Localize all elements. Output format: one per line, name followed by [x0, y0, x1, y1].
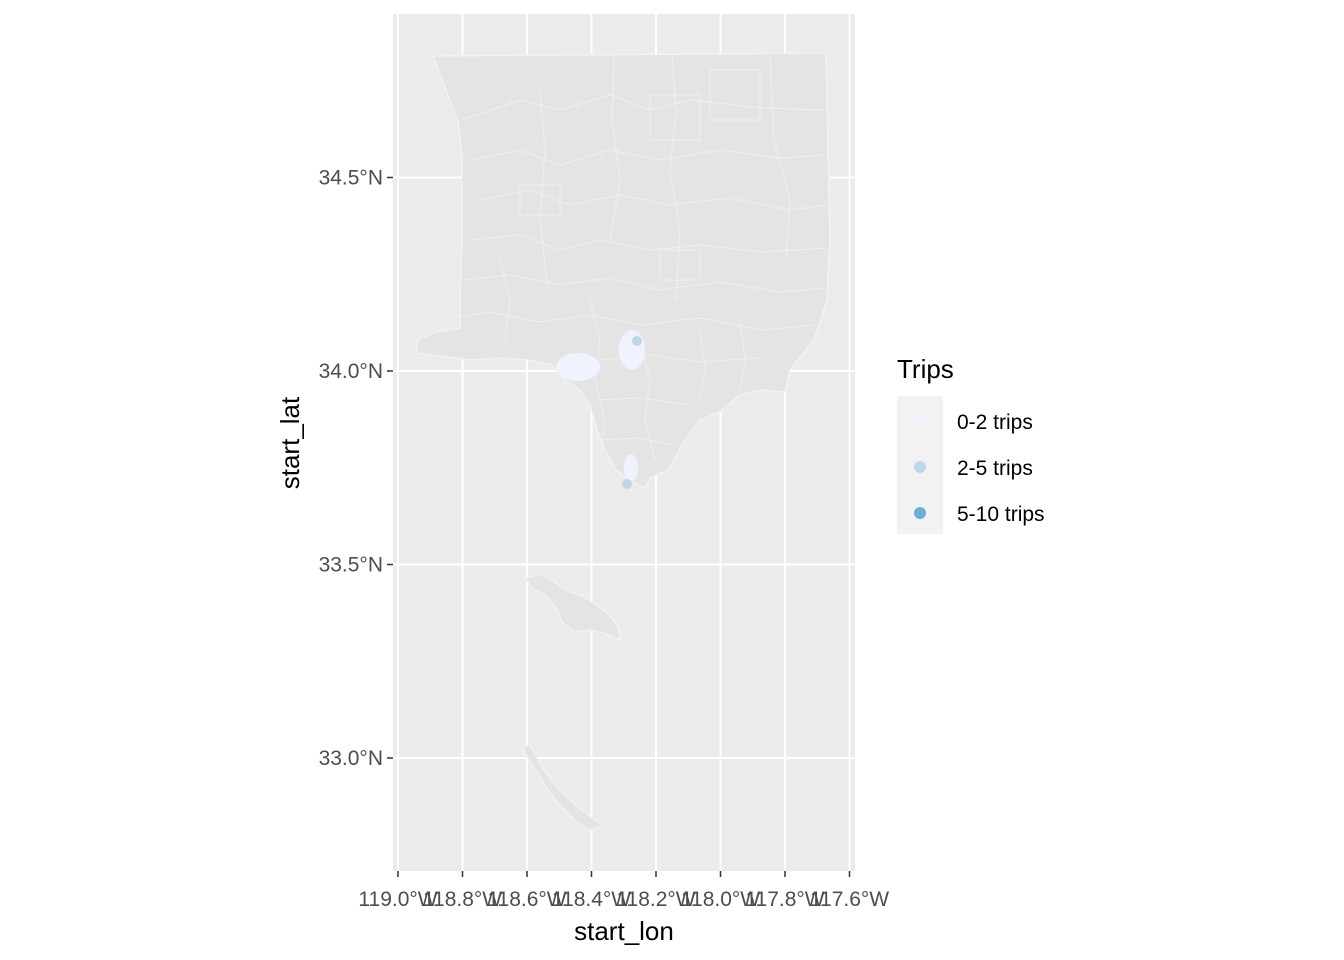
legend-key-dot	[914, 461, 926, 473]
tract-boundaries	[439, 55, 829, 461]
x-tick-label: 118.6°W	[487, 888, 566, 911]
x-tick-label: 118.4°W	[552, 888, 631, 911]
x-tick-label: 118.0°W	[681, 888, 760, 911]
x-tick-label: 118.8°W	[423, 888, 502, 911]
y-tick-label: 33.0°N	[319, 747, 383, 770]
y-axis: 33.0°N 33.5°N 34.0°N 34.5°N	[319, 167, 393, 770]
legend-item-label: 5-10 trips	[957, 503, 1045, 526]
trip-cluster-downtown	[619, 330, 645, 370]
trip-point-downtown-mid	[632, 336, 642, 346]
trip-cluster-westside	[556, 353, 600, 381]
x-axis: 119.0°W118.8°W118.6°W118.4°W118.2°W118.0…	[358, 871, 889, 911]
x-tick-label: 117.8°W	[745, 888, 824, 911]
trip-point-longbeach-mid	[622, 479, 632, 489]
la-county-map	[415, 52, 831, 831]
legend-key-dot	[914, 507, 926, 519]
x-tick-label: 117.6°W	[810, 888, 889, 911]
x-axis-title: start_lon	[574, 916, 674, 946]
y-axis-title: start_lat	[275, 396, 305, 489]
catalina-island	[523, 573, 621, 642]
y-tick-label: 34.5°N	[319, 167, 383, 190]
y-tick-label: 34.0°N	[319, 360, 383, 383]
legend-item-label: 2-5 trips	[957, 457, 1033, 480]
trip-cluster-longbeach	[624, 454, 638, 482]
legend-key-dot	[914, 415, 926, 427]
legend-title: Trips	[897, 354, 954, 384]
mainland-county-region	[415, 52, 831, 489]
legend-item-label: 0-2 trips	[957, 411, 1033, 434]
y-tick-label: 33.5°N	[319, 554, 383, 577]
trip-points	[556, 330, 645, 489]
san-clemente-island	[520, 742, 606, 831]
x-tick-label: 119.0°W	[358, 888, 437, 911]
legend: Trips 0-2 trips 2-5 trips 5-10 trips	[897, 354, 1045, 534]
x-tick-label: 118.2°W	[616, 888, 695, 911]
